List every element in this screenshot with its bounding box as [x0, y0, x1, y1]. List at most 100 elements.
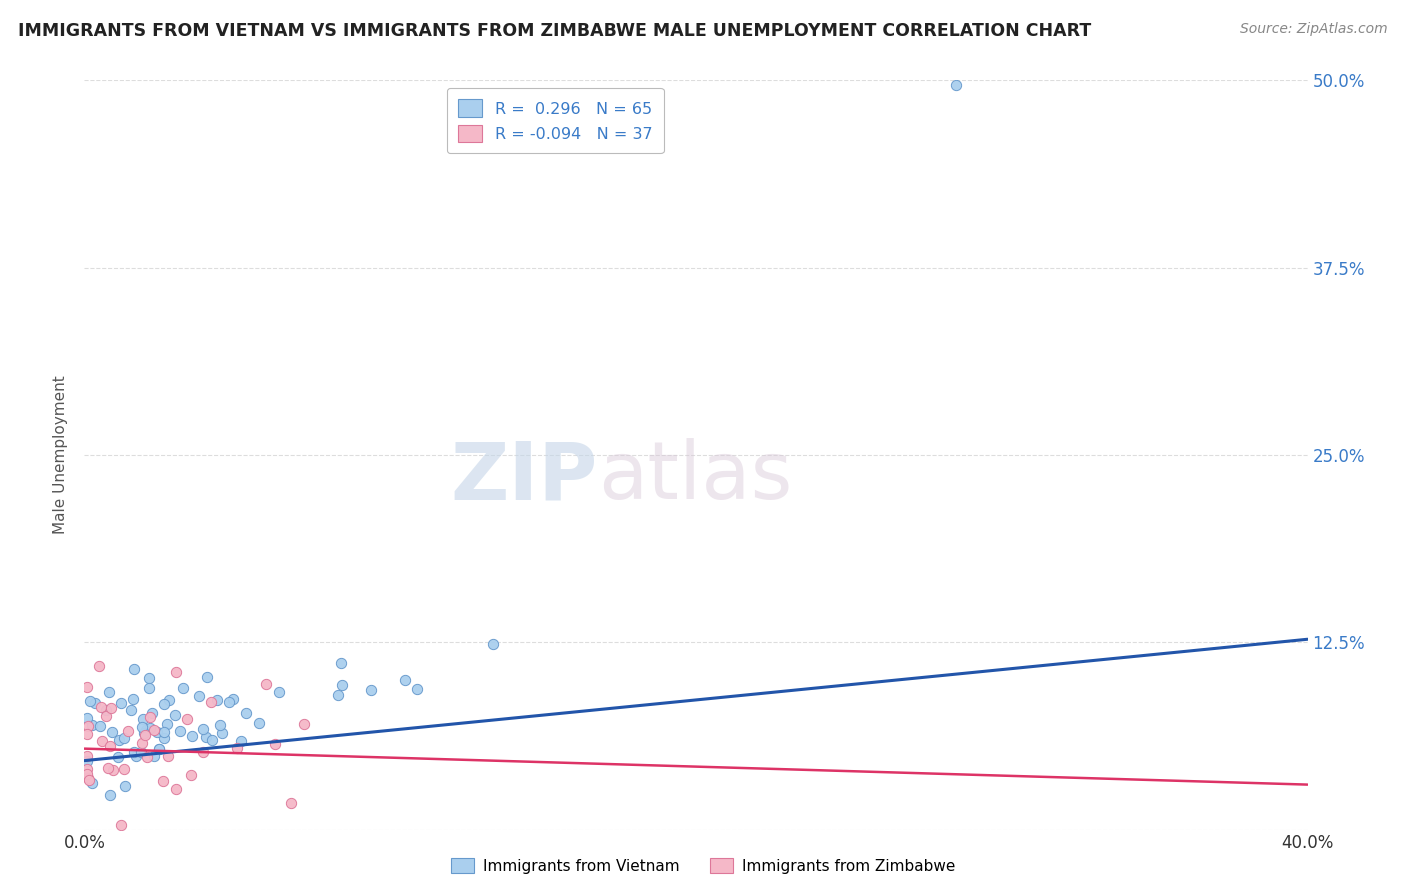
Legend: R =  0.296   N = 65, R = -0.094   N = 37: R = 0.296 N = 65, R = -0.094 N = 37	[447, 88, 664, 153]
Point	[143, 723, 166, 737]
Point	[945, 78, 967, 92]
Point	[360, 682, 382, 697]
Point	[226, 740, 249, 755]
Point	[330, 657, 353, 671]
Point	[193, 745, 215, 759]
Y-axis label: Male Unemployment: Male Unemployment	[53, 376, 69, 534]
Point	[269, 685, 291, 699]
Point	[89, 719, 111, 733]
Point	[181, 729, 204, 743]
Point	[83, 696, 105, 710]
Point	[76, 710, 98, 724]
Point	[89, 658, 111, 673]
Point	[209, 718, 232, 732]
Point	[205, 693, 228, 707]
Text: atlas: atlas	[598, 438, 793, 516]
Point	[188, 689, 211, 703]
Point	[176, 712, 198, 726]
Point	[169, 724, 191, 739]
Point	[138, 671, 160, 685]
Point	[394, 673, 416, 687]
Point	[97, 761, 120, 775]
Point	[256, 677, 278, 691]
Point	[211, 726, 233, 740]
Point	[157, 749, 180, 764]
Point	[218, 695, 240, 709]
Point	[201, 732, 224, 747]
Point	[112, 762, 135, 776]
Point	[145, 725, 167, 739]
Point	[110, 696, 132, 710]
Point	[148, 742, 170, 756]
Point	[141, 706, 163, 721]
Point	[122, 662, 145, 676]
Point	[108, 732, 131, 747]
Point	[142, 749, 165, 764]
Point	[82, 718, 104, 732]
Point	[125, 748, 148, 763]
Point	[110, 818, 132, 832]
Point	[107, 749, 129, 764]
Point	[330, 678, 353, 692]
Point	[406, 682, 429, 697]
Point	[139, 721, 162, 735]
Point	[122, 745, 145, 759]
Text: ZIP: ZIP	[451, 438, 598, 516]
Point	[100, 701, 122, 715]
Point	[101, 725, 124, 739]
Point	[131, 720, 153, 734]
Point	[120, 703, 142, 717]
Point	[98, 788, 121, 802]
Point	[200, 695, 222, 709]
Point	[134, 728, 156, 742]
Point	[172, 681, 194, 695]
Point	[122, 692, 145, 706]
Point	[165, 665, 187, 680]
Point	[112, 731, 135, 745]
Point	[90, 699, 112, 714]
Point	[165, 708, 187, 723]
Point	[138, 681, 160, 695]
Point	[326, 688, 349, 702]
Point	[132, 711, 155, 725]
Point	[131, 746, 153, 760]
Point	[222, 692, 245, 706]
Point	[156, 717, 179, 731]
Point	[101, 763, 124, 777]
Point	[100, 739, 122, 753]
Text: Source: ZipAtlas.com: Source: ZipAtlas.com	[1240, 22, 1388, 37]
Point	[114, 779, 136, 793]
Point	[152, 725, 174, 739]
Point	[159, 693, 181, 707]
Point	[152, 774, 174, 789]
Point	[94, 703, 117, 717]
Point	[80, 775, 103, 789]
Point	[132, 726, 155, 740]
Text: IMMIGRANTS FROM VIETNAM VS IMMIGRANTS FROM ZIMBABWE MALE UNEMPLOYMENT CORRELATIO: IMMIGRANTS FROM VIETNAM VS IMMIGRANTS FR…	[18, 22, 1091, 40]
Point	[180, 768, 202, 782]
Point	[76, 754, 98, 768]
Point	[79, 694, 101, 708]
Point	[482, 636, 505, 650]
Point	[76, 749, 98, 764]
Legend: Immigrants from Vietnam, Immigrants from Zimbabwe: Immigrants from Vietnam, Immigrants from…	[444, 852, 962, 880]
Point	[77, 719, 100, 733]
Point	[77, 771, 100, 785]
Point	[94, 708, 117, 723]
Point	[263, 737, 285, 751]
Point	[229, 733, 252, 747]
Point	[76, 767, 98, 781]
Point	[153, 698, 176, 712]
Point	[191, 722, 214, 736]
Point	[148, 741, 170, 756]
Point	[165, 781, 187, 796]
Point	[77, 772, 100, 787]
Point	[76, 726, 98, 740]
Point	[117, 724, 139, 739]
Point	[76, 762, 98, 776]
Point	[91, 734, 114, 748]
Point	[152, 731, 174, 745]
Point	[195, 670, 218, 684]
Point	[131, 736, 153, 750]
Point	[135, 723, 157, 737]
